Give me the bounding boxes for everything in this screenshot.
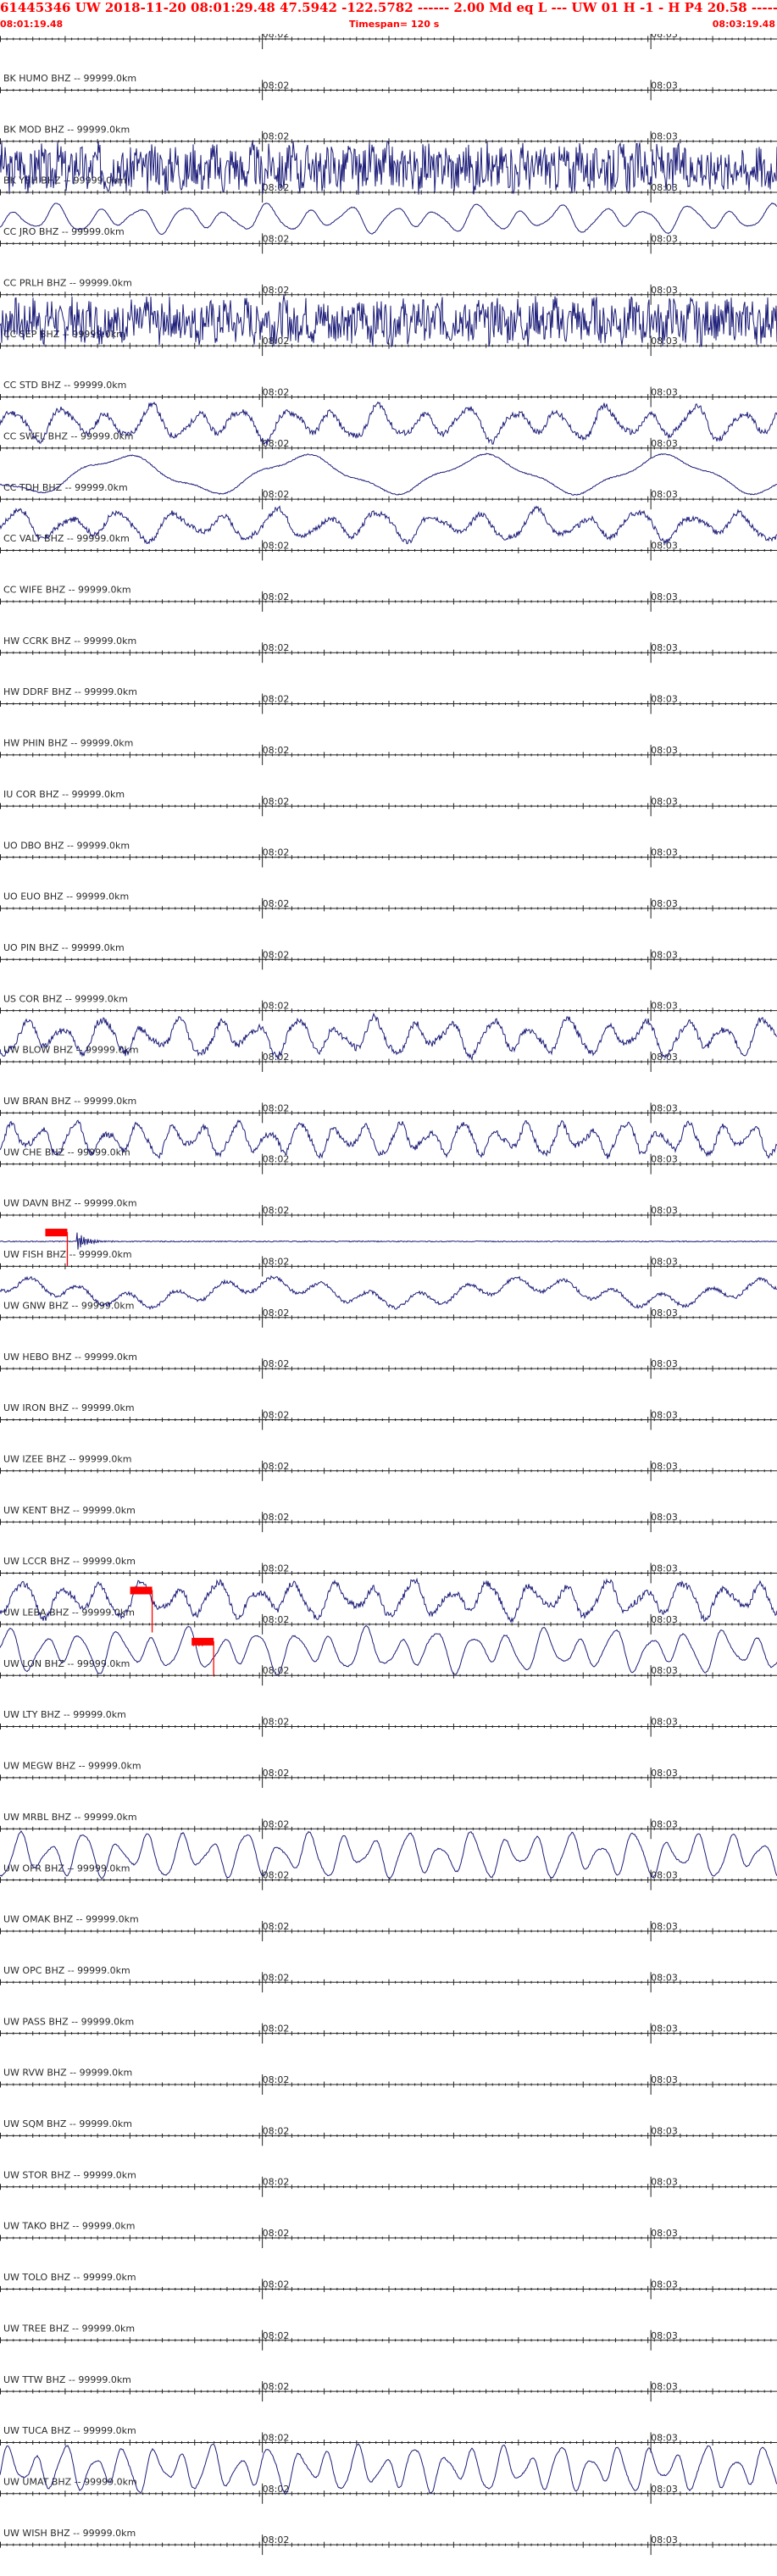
time-tick-label: 08:03 bbox=[651, 131, 678, 142]
time-tick-label: 08:02 bbox=[263, 233, 290, 244]
time-tick-label: 08:03 bbox=[651, 1717, 678, 1728]
time-tick-label: 08:02 bbox=[263, 898, 290, 909]
time-tick-label: 08:03 bbox=[651, 80, 678, 91]
time-tick-label: 08:02 bbox=[263, 1614, 290, 1625]
time-tick-label: 08:03 bbox=[651, 541, 678, 552]
time-tick-label: 08:03 bbox=[651, 1614, 678, 1625]
time-tick-label: 08:03 bbox=[651, 1205, 678, 1216]
time-tick-label: 08:02 bbox=[263, 1512, 290, 1523]
time-tick-label: 08:03 bbox=[651, 949, 678, 960]
time-tick-label: 08:02 bbox=[263, 131, 290, 142]
time-tick-label: 08:02 bbox=[263, 1461, 290, 1472]
time-tick-label: 08:03 bbox=[651, 285, 678, 296]
time-tick-label: 08:02 bbox=[263, 285, 290, 296]
time-tick-label: 08:02 bbox=[263, 1154, 290, 1165]
time-tick-label: 08:02 bbox=[263, 745, 290, 756]
time-tick-label: 08:03 bbox=[651, 1358, 678, 1369]
event-summary: 61445346 UW 2018-11-20 08:01:29.48 47.59… bbox=[0, 0, 777, 15]
time-tick-label: 08:02 bbox=[263, 1409, 290, 1420]
time-tick-label: 08:02 bbox=[263, 796, 290, 807]
time-tick-label: 08:02 bbox=[263, 1307, 290, 1319]
event-header: 61445346 UW 2018-11-20 08:01:29.48 47.59… bbox=[0, 0, 777, 34]
time-tick-label: 08:03 bbox=[651, 1768, 678, 1779]
time-tick-label: 08:02 bbox=[263, 1102, 290, 1113]
time-tick-label: 08:03 bbox=[651, 1256, 678, 1267]
time-tick-label: 08:02 bbox=[263, 1256, 290, 1267]
time-tick-label: 08:03 bbox=[651, 1409, 678, 1420]
time-tick-label: 08:02 bbox=[263, 489, 290, 500]
time-tick-label: 08:02 bbox=[263, 642, 290, 653]
time-tick-label: 08:03 bbox=[651, 1972, 678, 1983]
time-tick-label: 08:03 bbox=[651, 796, 678, 807]
time-tick-label: 08:02 bbox=[263, 182, 290, 193]
time-tick-label: 08:03 bbox=[651, 642, 678, 653]
timespan-label: Timespan= 120 s bbox=[349, 19, 440, 30]
time-tick-label: 08:02 bbox=[263, 1921, 290, 1932]
time-tick-label: 08:03 bbox=[651, 233, 678, 244]
time-tick-label: 08:02 bbox=[263, 541, 290, 552]
end-time: 08:03:19.48 bbox=[712, 19, 775, 30]
time-tick-label: 08:02 bbox=[263, 1358, 290, 1369]
time-tick-label: 08:03 bbox=[651, 847, 678, 858]
time-tick-label: 08:02 bbox=[263, 336, 290, 347]
time-tick-label: 08:03 bbox=[651, 1102, 678, 1113]
time-tick-label: 08:03 bbox=[651, 1001, 678, 1012]
time-tick-label: 08:03 bbox=[651, 1052, 678, 1063]
time-tick-label: 08:03 bbox=[651, 1921, 678, 1932]
time-tick-label: 08:03 bbox=[651, 1870, 678, 1881]
time-tick-label: 08:03 bbox=[651, 1512, 678, 1523]
time-tick-label: 08:02 bbox=[263, 694, 290, 705]
time-tick-label: 08:03 bbox=[651, 1563, 678, 1574]
time-tick-label: 08:02 bbox=[263, 1818, 290, 1829]
time-tick-label: 08:02 bbox=[263, 1665, 290, 1676]
time-tick-label: 08:02 bbox=[263, 949, 290, 960]
time-tick-label: 08:03 bbox=[651, 1461, 678, 1472]
time-tick-label: 08:03 bbox=[651, 745, 678, 756]
time-tick-label: 08:02 bbox=[263, 591, 290, 602]
time-tick-label: 08:02 bbox=[263, 1870, 290, 1881]
time-tick-label: 08:03 bbox=[651, 336, 678, 347]
time-tick-label: 08:03 bbox=[651, 1665, 678, 1676]
time-tick-label: 08:03 bbox=[651, 182, 678, 193]
time-tick-label: 08:03 bbox=[651, 898, 678, 909]
time-tick-label: 08:02 bbox=[263, 1768, 290, 1779]
time-tick-label: 08:02 bbox=[263, 1052, 290, 1063]
start-time: 08:01:19.48 bbox=[0, 19, 64, 30]
time-tick-label: 08:03 bbox=[651, 1154, 678, 1165]
time-tick-label: 08:02 bbox=[263, 1972, 290, 1983]
time-tick-label: 08:02 bbox=[263, 1205, 290, 1216]
time-tick-label: 08:03 bbox=[651, 591, 678, 602]
time-tick-label: 08:03 bbox=[651, 438, 678, 449]
time-tick-label: 08:03 bbox=[651, 386, 678, 397]
time-tick-label: 08:03 bbox=[651, 1818, 678, 1829]
time-tick-label: 08:02 bbox=[263, 386, 290, 397]
time-tick-label: 08:02 bbox=[263, 1001, 290, 1012]
time-tick-label: 08:02 bbox=[263, 80, 290, 91]
time-tick-label: 08:02 bbox=[263, 1717, 290, 1728]
time-tick-label: 08:03 bbox=[651, 1307, 678, 1319]
time-tick-label: 08:02 bbox=[263, 847, 290, 858]
time-tick-label: 08:03 bbox=[651, 489, 678, 500]
time-tick-label: 08:03 bbox=[651, 694, 678, 705]
time-tick-label: 08:02 bbox=[263, 1563, 290, 1574]
